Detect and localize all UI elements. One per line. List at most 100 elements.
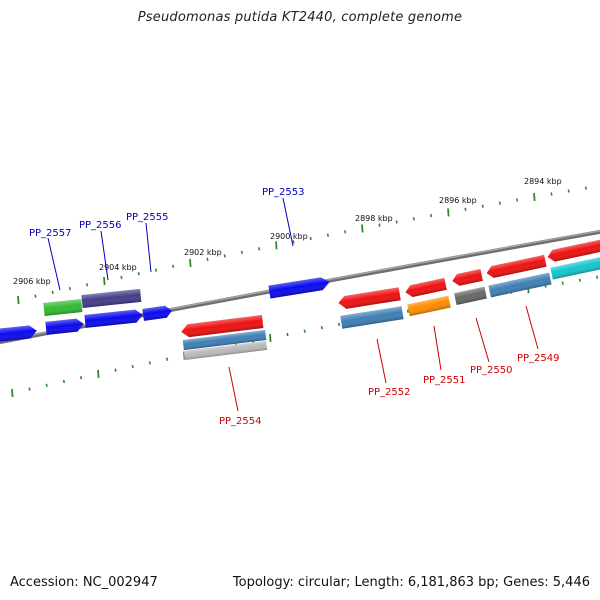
scale-tick-minor xyxy=(68,286,71,291)
scale-tick-major xyxy=(11,388,14,398)
scale-tick-minor xyxy=(406,309,409,313)
scale-tick-minor xyxy=(430,213,433,218)
leader-line-PP_2549 xyxy=(525,305,539,350)
scale-tick-minor xyxy=(578,278,581,282)
gene-PP_2554-arrow[interactable] xyxy=(180,315,264,338)
leader-line-PP_2557 xyxy=(47,237,61,291)
leader-line-PP_2551 xyxy=(433,325,442,371)
gene-features xyxy=(0,239,600,360)
gene-PP_2556-lower-arrow[interactable] xyxy=(84,309,143,328)
gene-label-PP_2549[interactable]: PP_2549 xyxy=(517,353,560,364)
scale-tick-minor xyxy=(51,290,54,294)
scale-label-2900: 2900 kbp xyxy=(270,232,308,241)
gene-left-edge-arrow[interactable] xyxy=(0,325,38,343)
scale-tick-minor xyxy=(206,257,209,261)
scale-tick-minor xyxy=(516,198,519,202)
gene-right-edge-cyan-block[interactable] xyxy=(550,256,600,280)
gene-PP_2554-steel-block[interactable] xyxy=(182,330,267,351)
scale-tick-minor xyxy=(258,247,261,251)
scale-ticks-top xyxy=(17,186,587,305)
leader-line-PP_2550 xyxy=(475,317,490,363)
scale-tick-minor xyxy=(338,322,341,327)
scale-label-2906: 2906 kbp xyxy=(13,277,51,286)
gene-PP_2557-arrow[interactable] xyxy=(43,299,83,316)
scale-label-2896: 2896 kbp xyxy=(439,196,477,205)
scale-tick-minor xyxy=(223,254,226,258)
leader-line-PP_2556 xyxy=(100,230,109,281)
gene-label-PP_2550[interactable]: PP_2550 xyxy=(470,365,513,376)
gene-PP_2552-steel-block[interactable] xyxy=(340,306,404,329)
scale-tick-minor xyxy=(498,201,501,205)
scale-label-2904: 2904 kbp xyxy=(99,263,137,272)
scale-tick-major xyxy=(17,295,20,305)
scale-tick-minor xyxy=(120,275,123,280)
scale-tick-minor xyxy=(550,192,553,196)
scale-tick-minor xyxy=(80,376,83,380)
scale-tick-minor xyxy=(86,283,89,287)
gene-label-PP_2557[interactable]: PP_2557 xyxy=(29,228,72,239)
gene-label-PP_2556[interactable]: PP_2556 xyxy=(79,220,122,231)
map-title: Pseudomonas putida KT2440, complete geno… xyxy=(137,10,463,25)
scale-tick-minor xyxy=(137,272,140,276)
scale-tick-major xyxy=(275,241,278,250)
gene-label-PP_2552[interactable]: PP_2552 xyxy=(368,387,411,398)
gene-label-PP_2554[interactable]: PP_2554 xyxy=(219,416,262,427)
scale-tick-minor xyxy=(309,236,312,241)
gene-PP_2549-steel-block[interactable] xyxy=(488,272,552,298)
gene-PP_2553-arrow[interactable] xyxy=(268,276,330,299)
scale-tick-minor xyxy=(240,250,243,254)
scale-tick-minor xyxy=(412,217,415,221)
scale-tick-minor xyxy=(114,368,117,372)
scale-tick-minor xyxy=(561,281,564,285)
gene-PP_2554-silver-block[interactable] xyxy=(183,340,268,360)
scale-tick-minor xyxy=(320,326,323,330)
scale-tick-minor xyxy=(378,223,381,227)
gene-PP_2556-arrow[interactable] xyxy=(81,288,142,309)
scale-tick-minor xyxy=(166,357,169,361)
scale-tick-minor xyxy=(584,186,587,190)
leader-line-PP_2553 xyxy=(282,197,294,247)
gene-label-PP_2553[interactable]: PP_2553 xyxy=(262,187,305,198)
scale-tick-major xyxy=(189,258,192,267)
scale-tick-minor xyxy=(45,383,48,387)
scale-tick-major xyxy=(269,333,272,343)
scale-tick-minor xyxy=(292,240,295,244)
genome-summary-text: Topology: circular; Length: 6,181,863 bp… xyxy=(232,575,590,590)
scale-tick-minor xyxy=(34,294,37,298)
gene-PP_2550-gray-block[interactable] xyxy=(454,286,487,305)
gene-PP_2551-arrow[interactable] xyxy=(404,277,447,298)
scale-tick-minor xyxy=(464,207,467,211)
scale-tick-minor xyxy=(481,204,484,208)
scale-tick-minor xyxy=(148,361,151,365)
accession-text: Accession: NC_002947 xyxy=(10,575,158,590)
scale-tick-minor xyxy=(62,379,65,384)
scale-tick-major xyxy=(97,369,100,379)
scale-tick-minor xyxy=(567,189,570,193)
scale-tick-minor xyxy=(286,332,289,337)
gene-right-edge-red-arrow[interactable] xyxy=(546,239,600,263)
gene-PP_2551-orange-block[interactable] xyxy=(407,295,451,317)
gene-label-PP_2551[interactable]: PP_2551 xyxy=(423,375,466,386)
gene-PP_2557-lower-arrow[interactable] xyxy=(45,318,84,335)
scale-tick-major xyxy=(533,192,536,202)
scale-tick-minor xyxy=(303,329,306,333)
gene-PP_2555-arrow[interactable] xyxy=(142,305,172,321)
gene-PP_2549-arrow[interactable] xyxy=(485,254,547,279)
scale-tick-minor xyxy=(326,233,329,237)
gene-PP_2552-arrow[interactable] xyxy=(337,287,401,310)
scale-tick-minor xyxy=(596,275,599,279)
scale-label-2898: 2898 kbp xyxy=(355,214,393,223)
leader-line-PP_2555 xyxy=(145,222,152,273)
scale-tick-major xyxy=(103,277,106,286)
scale-tick-major xyxy=(447,208,450,217)
leader-line-PP_2552 xyxy=(376,338,387,384)
scale-tick-minor xyxy=(344,230,347,234)
scale-label-2902: 2902 kbp xyxy=(184,248,222,257)
gene-PP_2550-arrow[interactable] xyxy=(451,269,483,287)
scale-tick-minor xyxy=(395,220,398,224)
gene-label-PP_2555[interactable]: PP_2555 xyxy=(126,212,169,223)
scale-tick-minor xyxy=(131,364,134,369)
leader-line-PP_2554 xyxy=(228,366,239,412)
scale-tick-minor xyxy=(172,264,175,269)
